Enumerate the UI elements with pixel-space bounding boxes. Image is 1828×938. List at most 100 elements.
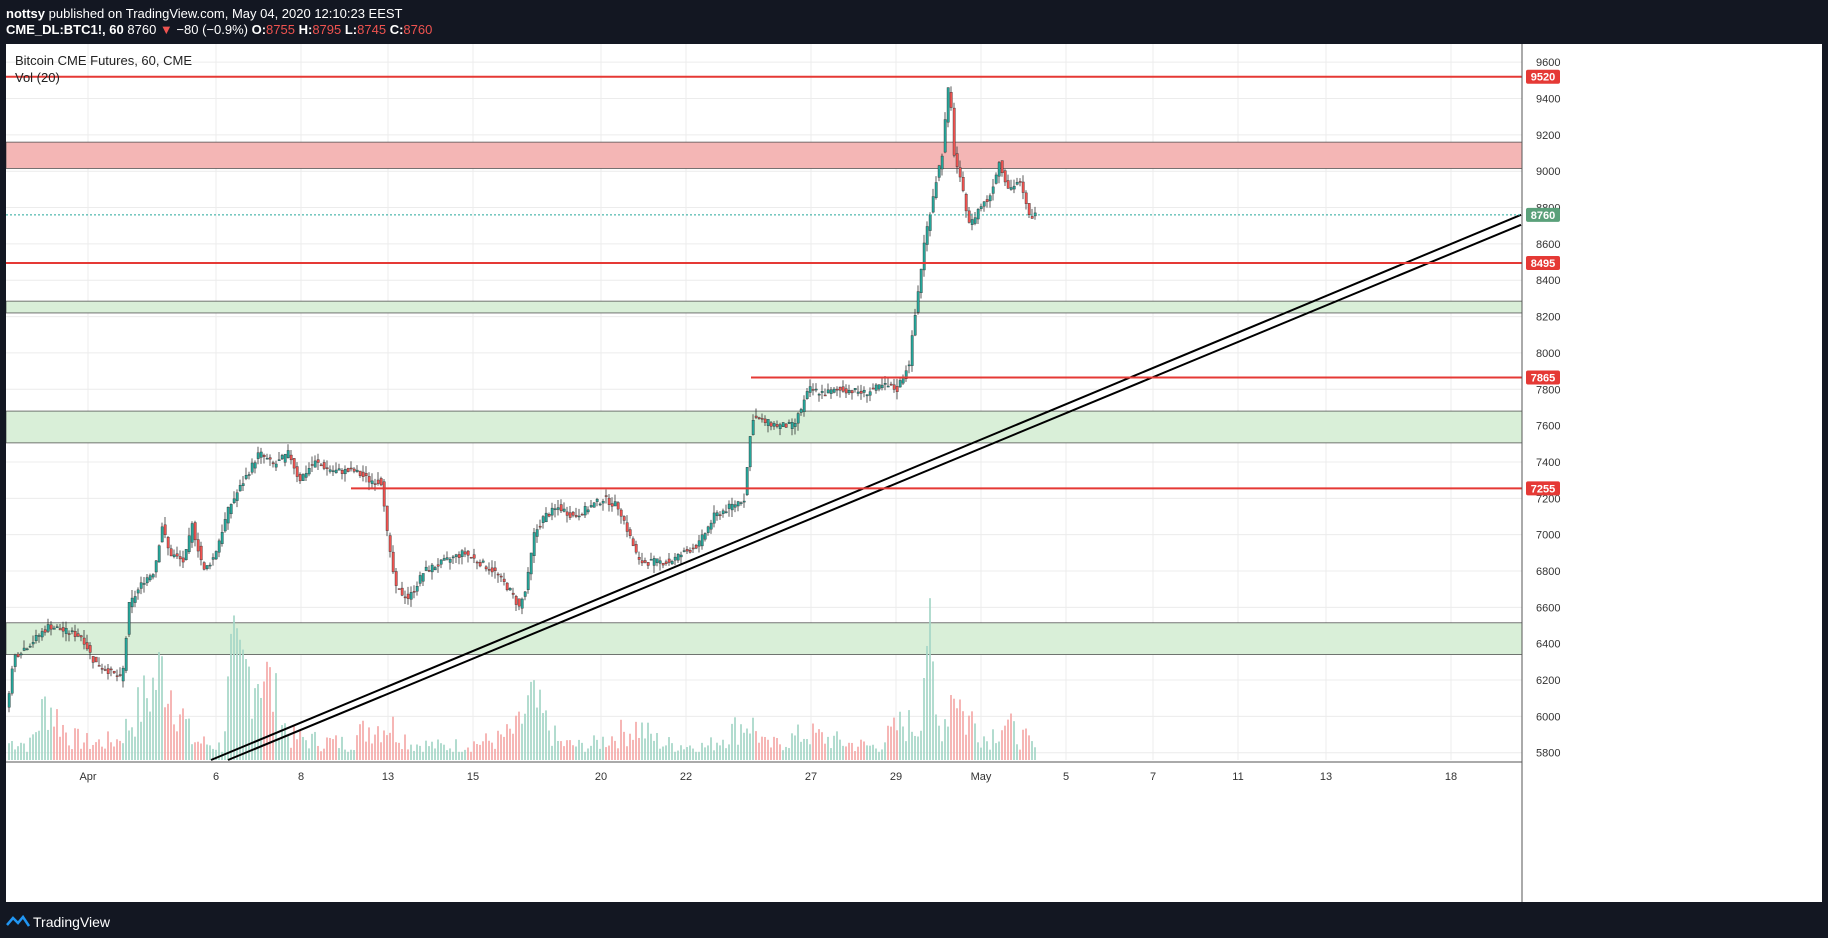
- candle-body: [319, 464, 323, 467]
- volume-bar: [416, 744, 418, 760]
- x-tick-label: May: [971, 771, 992, 783]
- volume-bar: [911, 731, 913, 760]
- volume-bar: [788, 748, 790, 760]
- candle-body: [631, 538, 635, 546]
- candle-body: [913, 315, 917, 336]
- candle-body: [184, 549, 188, 561]
- volume-bar: [620, 719, 622, 760]
- volume-bar: [701, 742, 703, 760]
- volume-bar: [14, 749, 16, 760]
- candle-body: [199, 545, 203, 561]
- volume-bar: [350, 749, 352, 760]
- volume-bar: [869, 745, 871, 760]
- volume-bar: [521, 723, 523, 760]
- candle-body: [445, 557, 449, 560]
- candle-body: [784, 423, 788, 428]
- candle-body: [559, 504, 563, 512]
- volume-bar: [554, 725, 556, 760]
- volume-bar: [197, 741, 199, 760]
- candle-body: [607, 497, 611, 505]
- volume-bar: [683, 749, 685, 760]
- candle-body: [373, 483, 377, 485]
- candle-body: [58, 628, 62, 631]
- volume-bar: [65, 732, 67, 760]
- candle-body: [127, 602, 131, 635]
- candle-body: [649, 559, 653, 561]
- volume-bar: [758, 742, 760, 760]
- candle-body: [853, 388, 857, 391]
- candle-body: [1006, 180, 1010, 189]
- volume-bar: [608, 745, 610, 760]
- volume-bar: [314, 731, 316, 760]
- candle-body: [385, 505, 389, 531]
- candle-body: [10, 668, 14, 694]
- candle-body: [124, 638, 128, 671]
- candle-body: [181, 557, 185, 563]
- volume-bar: [434, 748, 436, 760]
- down-arrow-icon: ▼: [159, 22, 173, 37]
- candle-body: [931, 196, 935, 213]
- publish-info: published on TradingView.com, May 04, 20…: [48, 6, 403, 21]
- volume-bar: [362, 720, 364, 760]
- candle-body: [349, 467, 353, 470]
- volume-bar: [599, 748, 601, 760]
- candle-body: [922, 242, 926, 271]
- candle-body: [442, 558, 446, 561]
- volume-bar: [83, 742, 85, 760]
- volume-bar: [845, 746, 847, 760]
- y-tick-label: 8200: [1536, 312, 1560, 324]
- publisher-name[interactable]: nottsy: [6, 6, 45, 21]
- chart-panel[interactable]: 5800 6000 6200 6400 6600 6800 7000 7200 7400 7600…: [6, 44, 1822, 902]
- volume-bar: [752, 717, 754, 760]
- candle-body: [652, 558, 656, 566]
- candle-body: [364, 473, 368, 476]
- candle-body: [511, 592, 515, 595]
- candle-body: [382, 481, 386, 507]
- candle-body: [520, 598, 524, 609]
- volume-bar: [506, 724, 508, 760]
- volume-bar: [269, 667, 271, 760]
- candle-body: [766, 419, 770, 426]
- y-tick-label: 7800: [1536, 384, 1560, 396]
- volume-bar: [695, 751, 697, 760]
- volume-bar: [530, 681, 532, 760]
- candle-body: [901, 377, 905, 384]
- volume-bar: [329, 738, 331, 760]
- candle-body: [523, 591, 527, 597]
- x-tick-label: 27: [805, 771, 817, 783]
- volume-bar: [353, 750, 355, 760]
- candle-body: [295, 466, 299, 477]
- candle-body: [16, 653, 20, 657]
- volume-bar: [593, 735, 595, 760]
- volume-bar: [833, 735, 835, 760]
- volume-bar: [35, 732, 37, 760]
- volume-bar: [419, 745, 421, 760]
- tradingview-brand[interactable]: TradingView: [33, 914, 111, 930]
- y-tick-label: 9000: [1536, 166, 1560, 178]
- volume-bar: [50, 707, 52, 760]
- candle-body: [1027, 203, 1031, 215]
- candle-body: [352, 468, 356, 472]
- candle-body: [121, 667, 125, 682]
- volume-bar: [680, 745, 682, 760]
- volume-bar: [134, 736, 136, 760]
- volume-bar: [557, 740, 559, 760]
- volume-bar: [71, 749, 73, 760]
- candle-body: [502, 578, 506, 582]
- candle-body: [688, 549, 692, 553]
- candle-body: [667, 558, 671, 563]
- candle-body: [469, 556, 473, 559]
- volume-bar: [938, 725, 940, 760]
- volume-bar: [566, 740, 568, 760]
- volume-bar: [23, 743, 25, 760]
- candle-body: [361, 471, 365, 477]
- price-level-badge: [1526, 481, 1560, 496]
- volume-bar: [410, 744, 412, 760]
- candle-body: [250, 462, 254, 473]
- candle-body: [304, 473, 308, 478]
- candle-body: [106, 668, 110, 674]
- tradingview-logo-icon[interactable]: [6, 914, 31, 933]
- candle-body: [166, 537, 170, 549]
- price-chart[interactable]: 5800 6000 6200 6400 6600 6800 7000 7200 7400 7600…: [6, 44, 1822, 902]
- volume-bar: [956, 708, 958, 760]
